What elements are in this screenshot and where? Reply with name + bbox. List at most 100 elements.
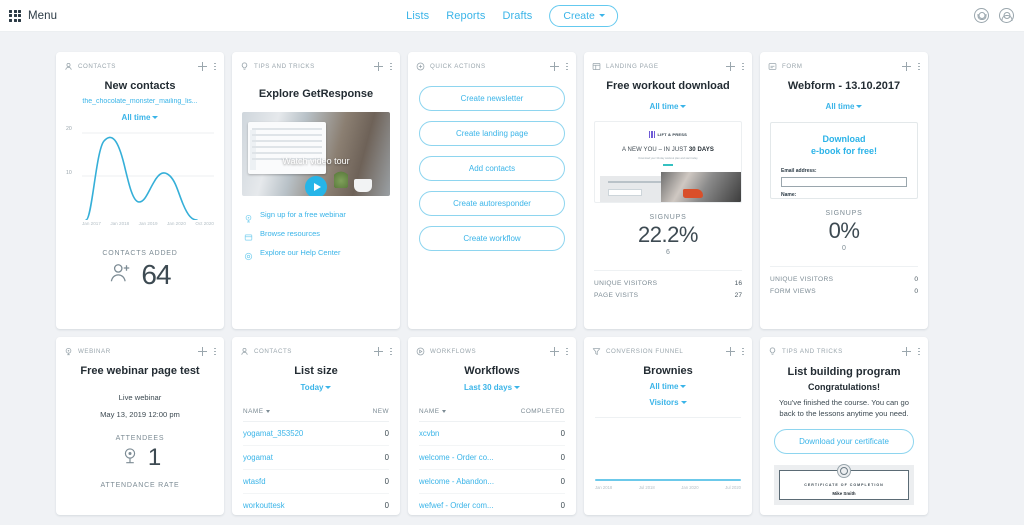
video-thumbnail[interactable]: Watch video tour (242, 112, 390, 196)
top-bar: Menu Lists Reports Drafts Create (0, 0, 1024, 32)
more-options-icon[interactable] (742, 347, 744, 356)
table-row[interactable]: welcome - Abandon... 0 (419, 470, 565, 494)
table-row[interactable]: wtasfd 0 (243, 470, 389, 494)
column-header-name[interactable]: NAME (419, 408, 447, 415)
more-options-icon[interactable] (918, 62, 920, 71)
preview-subline: Download your 30-day workout plan and st… (638, 157, 698, 160)
move-icon[interactable] (374, 347, 384, 356)
menu-button[interactable]: Menu (0, 9, 57, 22)
preview-photo-graphic (661, 172, 741, 202)
create-button[interactable]: Create (549, 4, 618, 27)
headline-line-1: Download (822, 134, 866, 144)
top-bar-actions (974, 8, 1014, 23)
list-new-count: 0 (384, 429, 389, 438)
date-range-selector[interactable]: All time (584, 382, 752, 391)
list-name[interactable]: yogamat_353520 (243, 429, 304, 438)
nav-item-lists[interactable]: Lists (406, 9, 430, 22)
move-icon[interactable] (198, 347, 208, 356)
create-newsletter-button[interactable]: Create newsletter (419, 86, 565, 111)
workflow-name[interactable]: welcome - Abandon... (419, 477, 494, 486)
preview-logo: LIFT & PRESS (595, 131, 741, 138)
metric-selector[interactable]: Visitors (584, 398, 752, 407)
table-row[interactable]: welcome - Order co... 0 (419, 446, 565, 470)
column-header-name[interactable]: NAME (243, 408, 271, 415)
more-options-icon[interactable] (214, 347, 216, 356)
form-icon (768, 62, 777, 71)
contacts-list-name[interactable]: the_chocolate_monster_mailing_lis... (82, 98, 198, 105)
video-caption: Watch video tour (282, 156, 350, 166)
card-body-text: You've finished the course. You can go b… (779, 398, 909, 419)
move-icon[interactable] (198, 62, 208, 71)
signups-count: 0 (842, 245, 846, 252)
lightbulb-icon (768, 347, 777, 356)
landing-page-preview[interactable]: LIFT & PRESS A NEW YOU – IN JUST 30 DAYS… (594, 121, 742, 203)
add-contacts-button[interactable]: Add contacts (419, 156, 565, 181)
table-header: NAME NEW (243, 408, 389, 422)
card-new-contacts[interactable]: CONTACTS New contacts the_chocolate_mons… (56, 52, 224, 329)
move-icon[interactable] (726, 347, 736, 356)
play-icon[interactable] (305, 176, 327, 196)
help-circle-icon[interactable] (974, 8, 989, 23)
list-name[interactable]: wtasfd (243, 477, 266, 486)
move-icon[interactable] (726, 62, 736, 71)
move-icon[interactable] (902, 347, 912, 356)
x-tick-0: Jan 2018 (595, 485, 613, 490)
workflow-name[interactable]: welcome - Order co... (419, 453, 494, 462)
table-row[interactable]: yogamat 0 (243, 446, 389, 470)
table-row[interactable]: yogamat_353520 0 (243, 422, 389, 446)
metric-value: 16 (734, 280, 742, 287)
card-workflows[interactable]: WORKFLOWS Workflows Last 30 days NAME CO… (408, 337, 576, 515)
download-certificate-button[interactable]: Download your certificate (774, 428, 914, 454)
more-options-icon[interactable] (214, 62, 216, 71)
date-range-selector[interactable]: Last 30 days (408, 383, 576, 392)
card-webform[interactable]: FORM Webform - 13.10.2017 All time Downl… (760, 52, 928, 329)
webform-preview[interactable]: Download e-book for free! Email address:… (770, 122, 918, 199)
card-conversion-funnel[interactable]: CONVERSION FUNNEL Brownies All time Visi… (584, 337, 752, 515)
plus-circle-icon (416, 62, 425, 71)
create-landing-page-button[interactable]: Create landing page (419, 121, 565, 146)
table-row[interactable]: wefwef - Order com... 0 (419, 494, 565, 515)
card-title: List size (294, 365, 338, 377)
create-workflow-button[interactable]: Create workflow (419, 226, 565, 251)
card-list-size[interactable]: CONTACTS List size Today NAME NEW yogama… (232, 337, 400, 515)
nav-item-reports[interactable]: Reports (446, 9, 486, 22)
x-tick-1: Jan 2018 (110, 221, 130, 226)
more-options-icon[interactable] (390, 62, 392, 71)
move-icon[interactable] (374, 62, 384, 71)
workflow-name[interactable]: xcvbn (419, 429, 440, 438)
attendance-rate-label: ATTENDANCE RATE (100, 482, 180, 489)
date-range-label: Last 30 days (463, 383, 513, 392)
move-icon[interactable] (902, 62, 912, 71)
workflow-name[interactable]: wefwef - Order com... (419, 501, 494, 510)
divider (595, 417, 741, 418)
date-range-selector[interactable]: Today (232, 383, 400, 392)
card-landing-page[interactable]: LANDING PAGE Free workout download All t… (584, 52, 752, 329)
table-row[interactable]: xcvbn 0 (419, 422, 565, 446)
date-range-selector[interactable]: All time (760, 102, 928, 111)
date-range-selector[interactable]: All time (56, 113, 224, 122)
link-sign-up-webinar[interactable]: Sign up for a free webinar (244, 210, 388, 223)
user-circle-icon[interactable] (999, 8, 1014, 23)
list-name[interactable]: yogamat (243, 453, 273, 462)
certificate-preview[interactable]: CERTIFICATE OF COMPLETION Mike Smith (774, 463, 914, 505)
date-range-selector[interactable]: All time (584, 102, 752, 111)
card-explore-getresponse[interactable]: TIPS AND TRICKS Explore GetResponse Watc… (232, 52, 400, 329)
more-options-icon[interactable] (918, 347, 920, 356)
more-options-icon[interactable] (742, 62, 744, 71)
chevron-down-icon (680, 401, 687, 405)
move-icon[interactable] (550, 347, 560, 356)
table-row[interactable]: workouttesk 0 (243, 494, 389, 515)
more-options-icon[interactable] (566, 347, 568, 356)
email-field[interactable] (781, 177, 907, 188)
card-webinar[interactable]: WEBINAR Free webinar page test Live webi… (56, 337, 224, 515)
card-quick-actions[interactable]: QUICK ACTIONS Create newsletter Create l… (408, 52, 576, 329)
list-name[interactable]: workouttesk (243, 501, 285, 510)
card-list-building-program[interactable]: TIPS AND TRICKS List building program Co… (760, 337, 928, 515)
move-icon[interactable] (550, 62, 560, 71)
link-browse-resources[interactable]: Browse resources (244, 229, 388, 241)
nav-item-drafts[interactable]: Drafts (502, 9, 533, 22)
link-help-center[interactable]: Explore our Help Center (244, 248, 388, 261)
more-options-icon[interactable] (566, 62, 568, 71)
more-options-icon[interactable] (390, 347, 392, 356)
create-autoresponder-button[interactable]: Create autoresponder (419, 191, 565, 216)
